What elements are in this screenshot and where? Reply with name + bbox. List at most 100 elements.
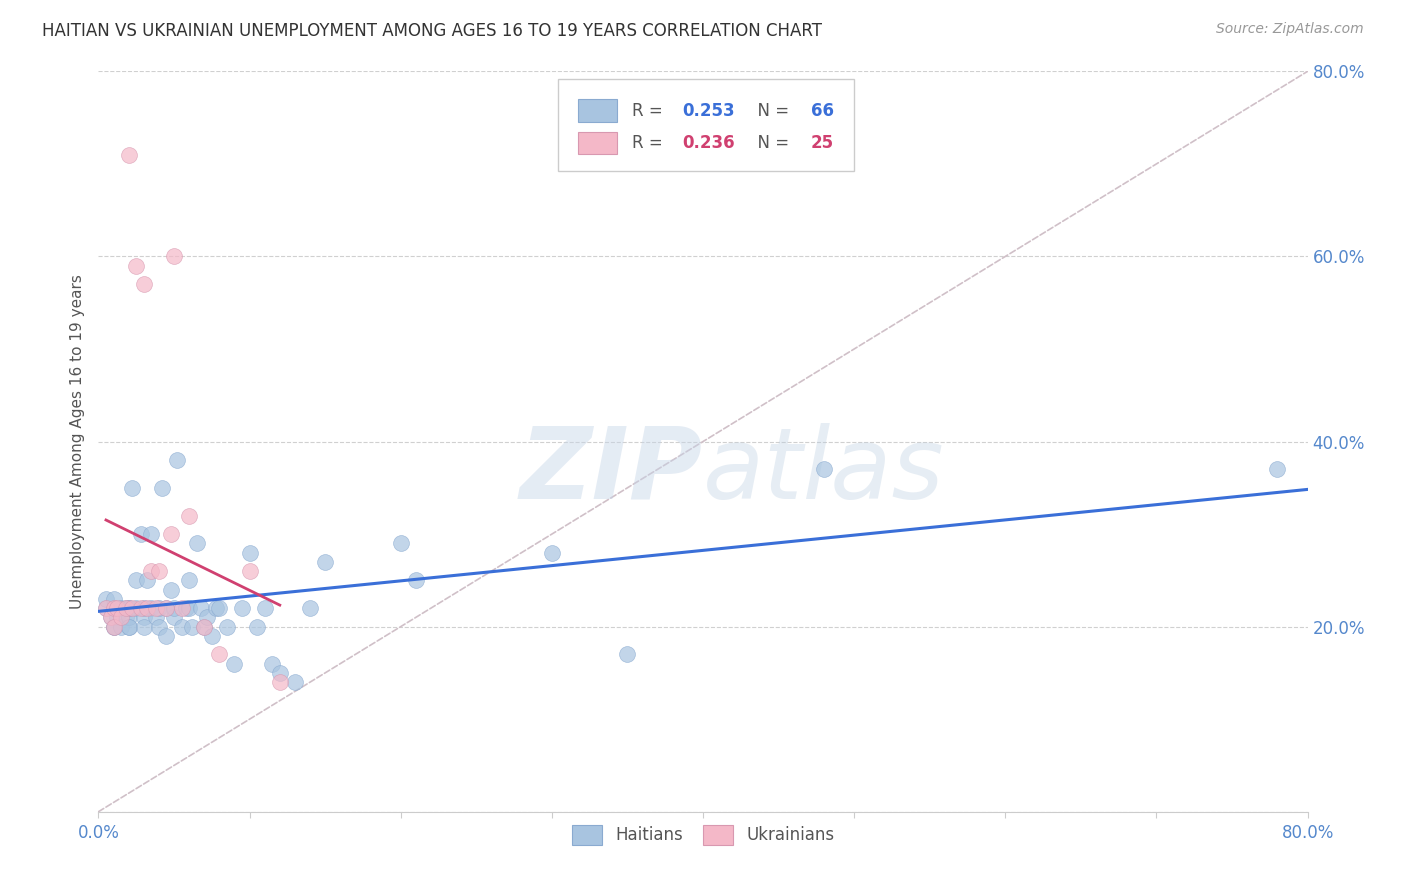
- Point: [181, 619, 204, 633]
- Point: [118, 619, 141, 633]
- Point: [114, 610, 136, 624]
- Point: [141, 527, 163, 541]
- Point: [110, 619, 132, 633]
- Point: [166, 453, 188, 467]
- Point: [118, 601, 141, 615]
- Point: [100, 610, 122, 624]
- Point: [193, 619, 215, 633]
- Point: [114, 601, 136, 615]
- Point: [103, 591, 125, 606]
- Point: [103, 601, 125, 615]
- Point: [141, 564, 163, 578]
- Point: [179, 601, 201, 615]
- Point: [170, 601, 193, 615]
- Point: [105, 601, 128, 615]
- Point: [201, 629, 224, 643]
- Point: [125, 259, 148, 273]
- Point: [118, 147, 141, 161]
- Point: [205, 601, 228, 615]
- Text: R =: R =: [631, 102, 668, 120]
- Point: [121, 481, 143, 495]
- Point: [389, 536, 412, 550]
- Point: [103, 601, 125, 615]
- Point: [195, 610, 218, 624]
- Point: [150, 481, 173, 495]
- FancyBboxPatch shape: [578, 132, 617, 154]
- Point: [145, 610, 167, 624]
- Point: [103, 619, 125, 633]
- Text: 0.236: 0.236: [682, 134, 735, 153]
- Point: [253, 601, 276, 615]
- Point: [132, 610, 155, 624]
- Point: [231, 601, 253, 615]
- Point: [1267, 462, 1289, 476]
- Point: [118, 619, 141, 633]
- Point: [100, 610, 122, 624]
- Point: [179, 508, 201, 523]
- Y-axis label: Unemployment Among Ages 16 to 19 years: Unemployment Among Ages 16 to 19 years: [70, 274, 86, 609]
- Text: N =: N =: [747, 102, 794, 120]
- Point: [239, 545, 262, 560]
- Point: [145, 601, 167, 615]
- Point: [163, 610, 186, 624]
- Text: ZIP: ZIP: [520, 423, 703, 520]
- Point: [148, 619, 170, 633]
- Point: [132, 277, 155, 292]
- Point: [174, 601, 197, 615]
- Legend: Haitians, Ukrainians: Haitians, Ukrainians: [565, 818, 841, 852]
- Point: [160, 527, 183, 541]
- Point: [110, 610, 132, 624]
- Point: [114, 601, 136, 615]
- Point: [314, 555, 336, 569]
- Point: [193, 619, 215, 633]
- Point: [163, 250, 186, 264]
- Point: [208, 601, 231, 615]
- Point: [262, 657, 284, 671]
- Point: [103, 619, 125, 633]
- Point: [224, 657, 246, 671]
- Point: [94, 601, 117, 615]
- Point: [135, 601, 157, 615]
- Point: [121, 601, 143, 615]
- Point: [94, 601, 117, 615]
- Point: [179, 574, 201, 588]
- Point: [269, 665, 291, 680]
- Point: [129, 601, 152, 615]
- Point: [155, 601, 177, 615]
- Text: 25: 25: [811, 134, 834, 153]
- Point: [170, 619, 193, 633]
- Point: [148, 564, 170, 578]
- Point: [405, 574, 427, 588]
- Point: [163, 601, 186, 615]
- Point: [132, 619, 155, 633]
- Point: [125, 601, 148, 615]
- Point: [103, 619, 125, 633]
- Point: [186, 536, 208, 550]
- Point: [110, 601, 132, 615]
- FancyBboxPatch shape: [558, 78, 855, 171]
- Point: [118, 610, 141, 624]
- Point: [125, 574, 148, 588]
- Point: [616, 648, 638, 662]
- Text: HAITIAN VS UKRAINIAN UNEMPLOYMENT AMONG AGES 16 TO 19 YEARS CORRELATION CHART: HAITIAN VS UKRAINIAN UNEMPLOYMENT AMONG …: [42, 22, 823, 40]
- Point: [160, 582, 183, 597]
- Point: [239, 564, 262, 578]
- Point: [215, 619, 238, 633]
- Point: [141, 601, 163, 615]
- Point: [190, 601, 212, 615]
- Text: Source: ZipAtlas.com: Source: ZipAtlas.com: [1216, 22, 1364, 37]
- FancyBboxPatch shape: [578, 100, 617, 121]
- Point: [155, 601, 177, 615]
- Text: R =: R =: [631, 134, 668, 153]
- Point: [132, 601, 155, 615]
- Point: [135, 574, 157, 588]
- Point: [155, 629, 177, 643]
- Text: atlas: atlas: [703, 423, 945, 520]
- Point: [208, 648, 231, 662]
- Point: [148, 601, 170, 615]
- Point: [105, 610, 128, 624]
- Point: [118, 601, 141, 615]
- Text: 66: 66: [811, 102, 834, 120]
- Point: [246, 619, 269, 633]
- Text: N =: N =: [747, 134, 794, 153]
